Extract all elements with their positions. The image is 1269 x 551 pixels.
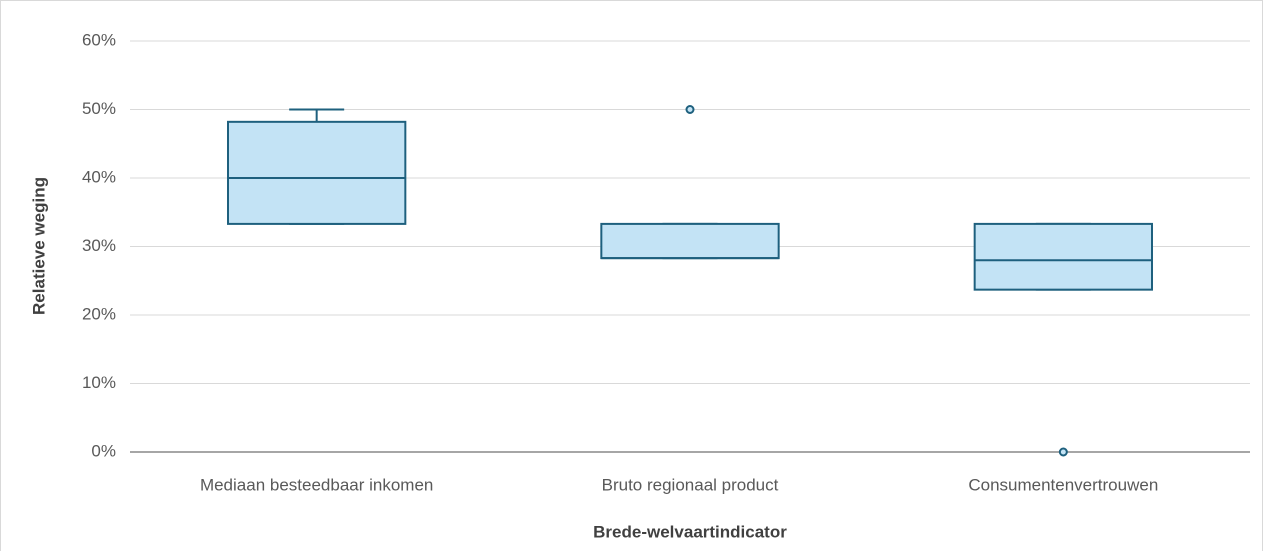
y-tick-label: 0% [91,441,116,460]
y-tick-label: 10% [82,373,116,392]
x-axis-title: Brede-welvaartindicator [593,522,787,541]
y-tick-label: 20% [82,304,116,323]
box [973,222,1154,291]
outlier [1058,447,1068,457]
box [227,120,407,225]
y-tick-label: 60% [82,30,116,49]
y-axis-title: Relatieve weging [29,177,48,315]
outlier [685,105,695,114]
x-tick-label: Bruto regionaal product [602,475,779,494]
y-tick-label: 30% [82,236,116,255]
y-tick-label: 50% [82,99,116,118]
y-tick-label: 40% [82,167,116,186]
x-tick-label: Mediaan besteedbaar inkomen [200,475,433,494]
box [600,222,780,260]
x-tick-label: Consumentenvertrouwen [968,475,1158,494]
